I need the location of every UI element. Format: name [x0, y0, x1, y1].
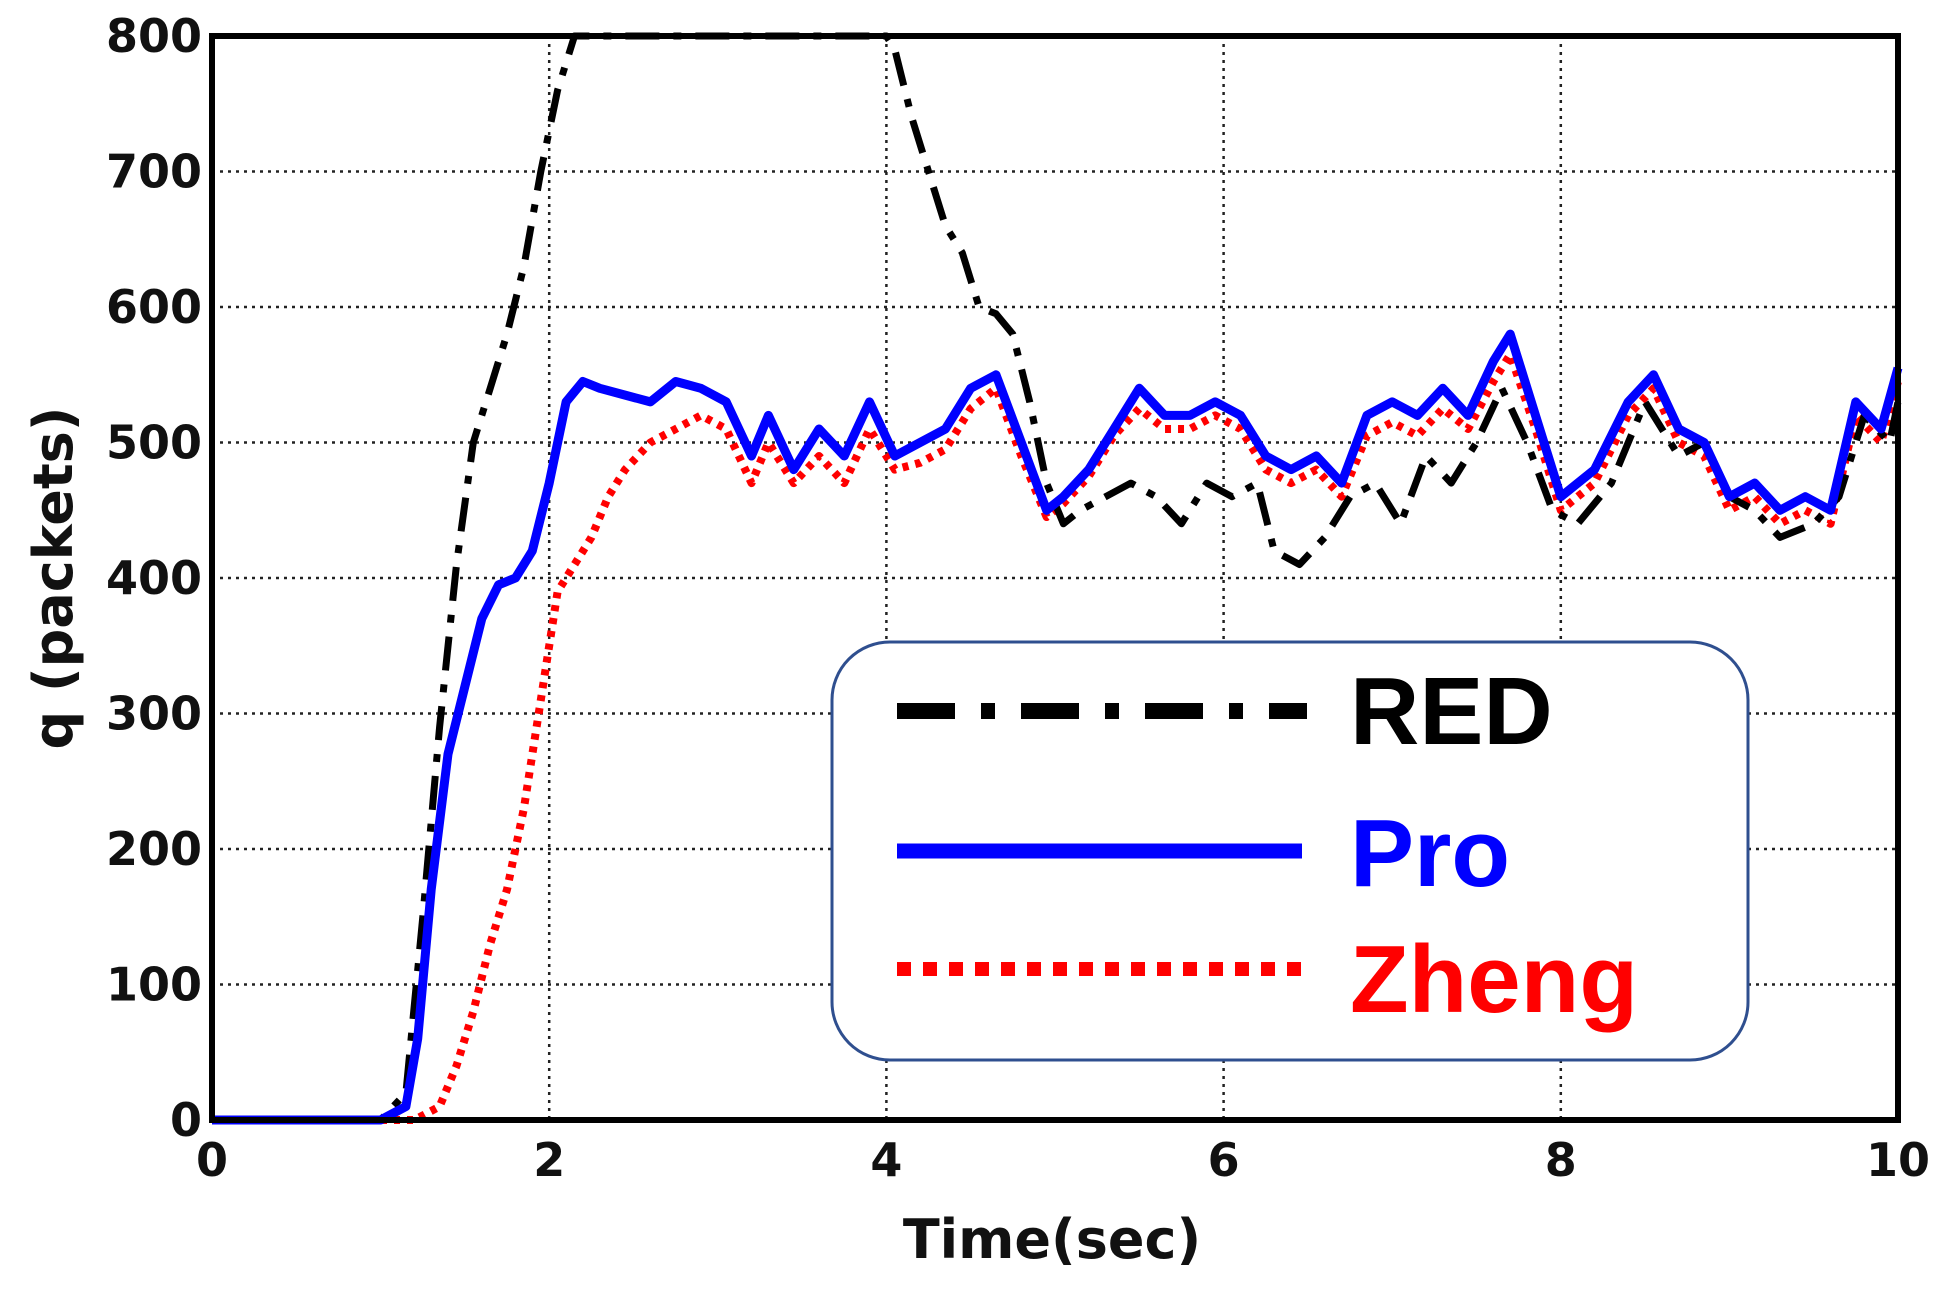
- plot-frame: [209, 33, 1901, 1123]
- series-line-red: [212, 32, 1902, 1124]
- x-tick-label: 6: [1208, 1133, 1240, 1187]
- y-tick-label: 500: [106, 416, 202, 470]
- y-tick-label: 700: [106, 145, 202, 199]
- y-tick-label: 400: [106, 551, 202, 605]
- legend-label-pro: Pro: [1350, 800, 1510, 907]
- series-group: [212, 32, 1903, 1125]
- y-tick-label: 800: [106, 9, 202, 63]
- x-tick-label: 4: [870, 1133, 902, 1187]
- x-tick-label: 2: [533, 1133, 565, 1187]
- y-axis-label: q (packets): [22, 407, 85, 750]
- y-tick-label: 200: [106, 822, 202, 876]
- y-tick-label: 100: [106, 958, 202, 1012]
- x-tick-label: 10: [1866, 1133, 1930, 1187]
- y-tick-label: 300: [106, 687, 202, 741]
- x-tick-label: 8: [1545, 1133, 1577, 1187]
- x-tick-label: 0: [196, 1133, 228, 1187]
- series-line-pro: [212, 329, 1903, 1125]
- y-tick-label: 0: [170, 1093, 202, 1147]
- x-axis-label: Time(sec): [903, 1208, 1201, 1271]
- legend-label-red: RED: [1350, 658, 1553, 765]
- y-tick-label: 600: [106, 280, 202, 334]
- legend-label-zheng: Zheng: [1350, 926, 1638, 1033]
- legend: RED Pro Zheng: [830, 640, 1750, 1062]
